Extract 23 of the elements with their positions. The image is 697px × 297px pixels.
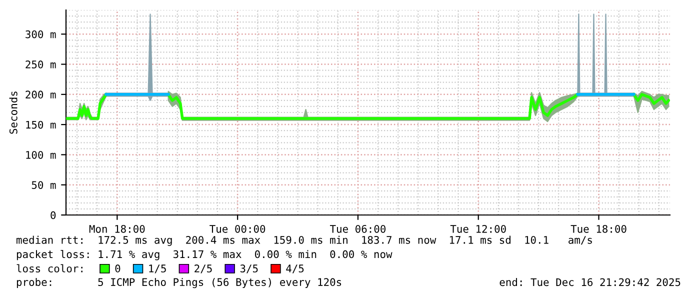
y-tick-label: 200 m [26, 90, 56, 99]
text: median rtt: 172.5 ms avg 200.4 ms max 159.0 ms min 183.7 ms now 17.1 ms sd 10.1 am/s [16, 236, 592, 246]
x-tick-label: Mon 18:00 [89, 224, 145, 233]
y-tick-label: 300 m [26, 30, 56, 38]
x-tick-label: Tue 18:00 [570, 224, 626, 233]
text: packet loss: 1.71 % avg 31.17 % max 0.00 % min 0.00 % now [16, 250, 392, 260]
y-axis-title: Seconds [9, 92, 18, 134]
text: end: Tue Dec 16 21:29:42 2025 [500, 278, 680, 286]
legend-label: 0 [115, 264, 120, 272]
legend-label: 4/5 [286, 264, 304, 274]
y-tick-label: 50 m [32, 181, 56, 189]
x-tick-label: Tue 06:00 [330, 224, 386, 233]
x-tick-label: Tue 12:00 [450, 224, 506, 233]
y-tick-label: 0 [50, 211, 56, 220]
x-tick-label: Tue 00:00 [210, 224, 266, 233]
legend-title: loss color: [16, 264, 82, 272]
legend-label: 3/5 [240, 264, 258, 274]
y-tick-label: 150 m [26, 120, 56, 129]
legend-label: 1/5 [149, 264, 166, 274]
y-tick-label: 250 m [26, 60, 56, 68]
legend-label: 2/5 [194, 264, 212, 274]
text: probe: 5 ICMP Echo Pings (56 Bytes) every 120s [16, 278, 342, 288]
y-tick-label: 100 m [26, 150, 56, 159]
